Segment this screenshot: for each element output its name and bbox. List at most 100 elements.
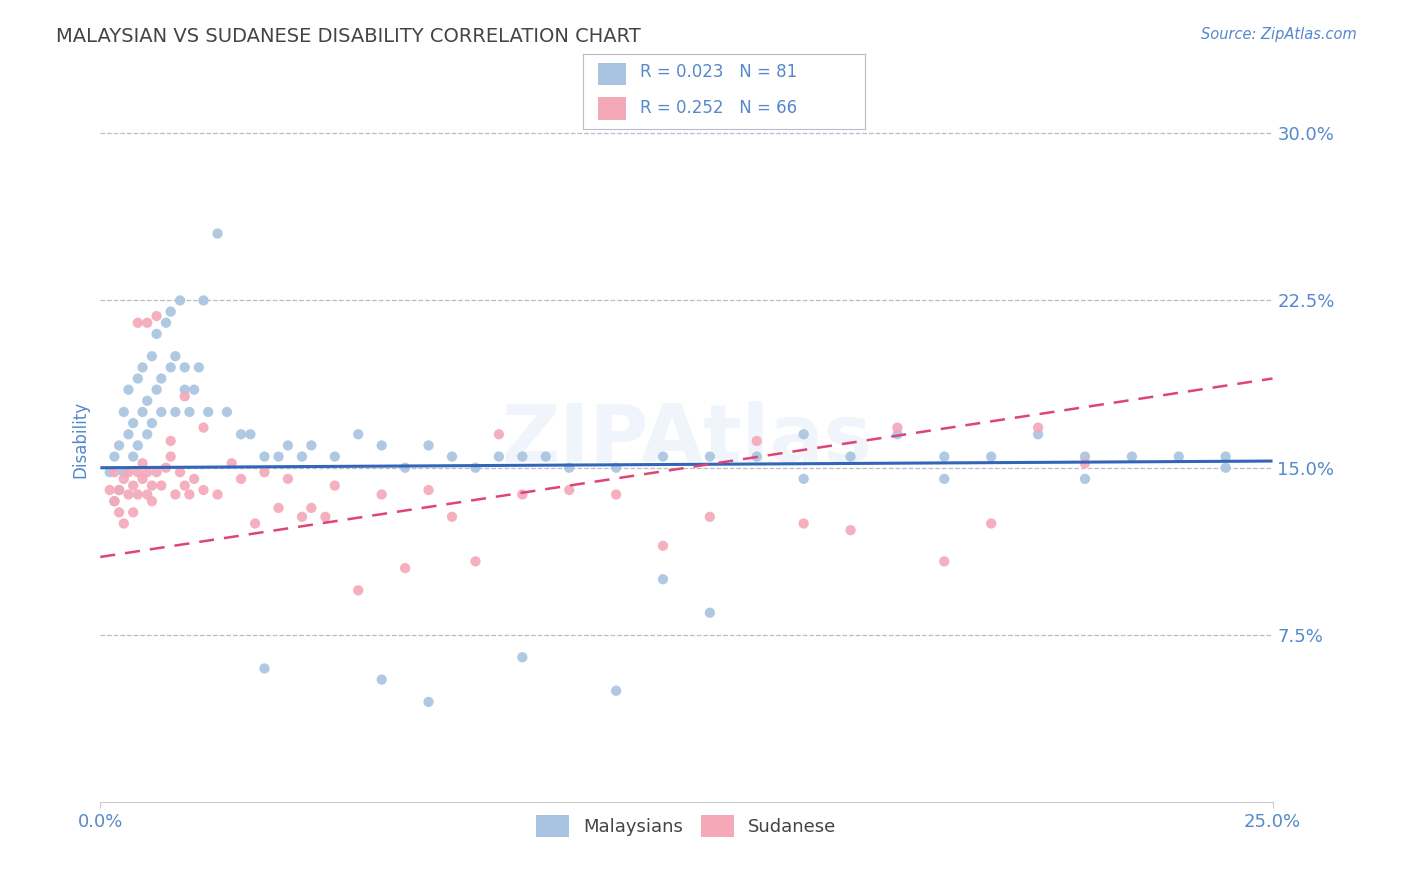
Point: [699, 606, 721, 620]
Point: [165, 349, 187, 363]
Point: [127, 438, 149, 452]
Point: [1074, 472, 1097, 486]
Point: [117, 487, 139, 501]
Point: [127, 316, 149, 330]
Point: [112, 472, 135, 486]
Point: [173, 389, 195, 403]
Point: [145, 326, 167, 341]
Point: [136, 465, 159, 479]
Point: [934, 554, 956, 568]
Point: [370, 673, 392, 687]
Point: [347, 583, 370, 598]
Point: [886, 427, 908, 442]
Point: [253, 450, 276, 464]
Point: [1167, 450, 1189, 464]
Point: [136, 487, 159, 501]
Point: [173, 383, 195, 397]
Point: [141, 349, 163, 363]
Text: MALAYSIAN VS SUDANESE DISABILITY CORRELATION CHART: MALAYSIAN VS SUDANESE DISABILITY CORRELA…: [56, 27, 641, 45]
Point: [394, 561, 416, 575]
Point: [793, 472, 815, 486]
Point: [215, 405, 238, 419]
Point: [418, 438, 440, 452]
Point: [253, 661, 276, 675]
Point: [1215, 450, 1237, 464]
Point: [131, 456, 153, 470]
Point: [141, 494, 163, 508]
Point: [103, 494, 125, 508]
Point: [136, 316, 159, 330]
Point: [229, 472, 252, 486]
Point: [394, 460, 416, 475]
Point: [98, 483, 121, 497]
Point: [159, 434, 181, 448]
Point: [136, 393, 159, 408]
Point: [122, 450, 145, 464]
Point: [605, 487, 627, 501]
Point: [98, 465, 121, 479]
Point: [699, 450, 721, 464]
Point: [159, 360, 181, 375]
Point: [370, 438, 392, 452]
Point: [1215, 460, 1237, 475]
Point: [103, 465, 125, 479]
Point: [197, 405, 219, 419]
Point: [159, 304, 181, 318]
Point: [141, 478, 163, 492]
Point: [267, 500, 290, 515]
Point: [558, 460, 581, 475]
Point: [193, 293, 215, 308]
Point: [652, 539, 675, 553]
Point: [145, 309, 167, 323]
Text: Source: ZipAtlas.com: Source: ZipAtlas.com: [1201, 27, 1357, 42]
Point: [793, 516, 815, 531]
Point: [934, 450, 956, 464]
Point: [127, 371, 149, 385]
Point: [464, 460, 486, 475]
Point: [934, 472, 956, 486]
Point: [179, 405, 201, 419]
Point: [127, 465, 149, 479]
Bar: [598, 62, 626, 86]
Point: [117, 383, 139, 397]
Point: [131, 472, 153, 486]
Point: [165, 405, 187, 419]
Point: [253, 465, 276, 479]
Point: [103, 450, 125, 464]
Point: [239, 427, 262, 442]
Point: [512, 487, 534, 501]
Point: [1121, 450, 1143, 464]
Point: [512, 450, 534, 464]
Bar: [598, 97, 626, 120]
Point: [150, 478, 173, 492]
Point: [150, 371, 173, 385]
Point: [1074, 456, 1097, 470]
Point: [488, 450, 510, 464]
Point: [299, 500, 322, 515]
Point: [112, 405, 135, 419]
Legend: Malaysians, Sudanese: Malaysians, Sudanese: [529, 807, 844, 844]
Point: [193, 420, 215, 434]
Point: [122, 505, 145, 519]
Text: ZIPAtlas: ZIPAtlas: [501, 401, 872, 479]
Point: [314, 509, 336, 524]
Point: [131, 405, 153, 419]
Point: [108, 438, 131, 452]
Point: [512, 650, 534, 665]
Point: [169, 465, 191, 479]
Point: [221, 456, 243, 470]
Point: [183, 472, 205, 486]
Point: [291, 450, 314, 464]
Point: [299, 438, 322, 452]
Point: [652, 572, 675, 586]
Point: [117, 465, 139, 479]
Point: [155, 316, 177, 330]
Point: [440, 450, 463, 464]
Point: [418, 483, 440, 497]
Point: [145, 465, 167, 479]
Text: R = 0.023   N = 81: R = 0.023 N = 81: [640, 63, 797, 81]
Point: [267, 450, 290, 464]
Point: [117, 427, 139, 442]
Point: [1026, 420, 1049, 434]
Point: [131, 360, 153, 375]
